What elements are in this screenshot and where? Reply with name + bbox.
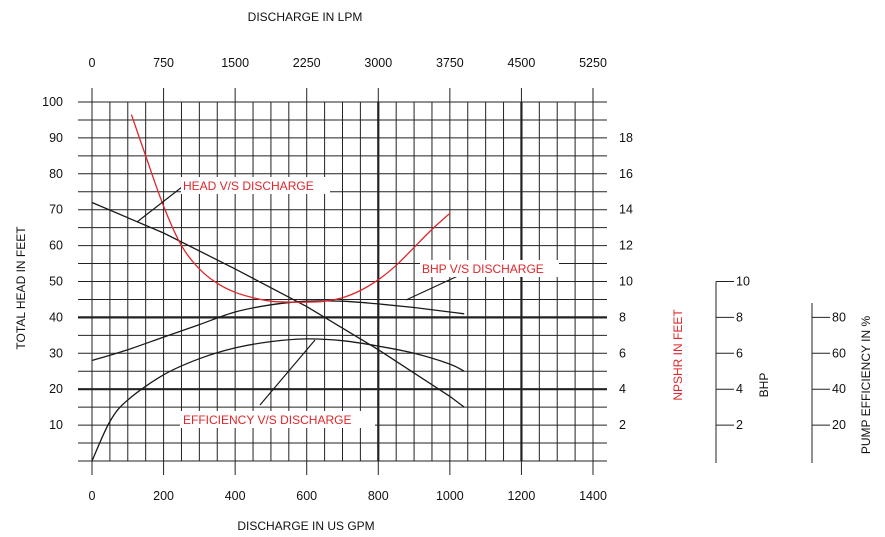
y3-axis-title: BHP: [757, 373, 771, 398]
efficiency-curve-label: EFFICIENCY V/S DISCHARGE: [183, 413, 351, 427]
x-tick-label: 600: [296, 489, 317, 503]
y2-tick-label: 14: [619, 203, 633, 217]
npshr-curve: [130, 114, 451, 303]
bhp-tick-label: 2: [736, 418, 743, 432]
x2-tick-label: 3000: [364, 56, 392, 70]
x2-axis-title: DISCHARGE IN LPM: [248, 10, 363, 24]
y-tick-label: 50: [49, 275, 63, 289]
efficiency-label-bg: [180, 411, 375, 428]
y-tick-label: 20: [49, 382, 63, 396]
x-tick-label: 400: [225, 489, 246, 503]
y2-tick-label: 12: [619, 239, 633, 253]
y-tick-label: 100: [42, 95, 63, 109]
y-tick-label: 70: [49, 203, 63, 217]
y-tick-label: 30: [49, 346, 63, 360]
chart-grid: [78, 88, 607, 475]
x2-tick-label: 0: [89, 56, 96, 70]
efficiency-tick-label: 20: [832, 418, 846, 432]
y4-axis-title: PUMP EFFICIENCY IN %: [859, 316, 873, 455]
y-tick-label: 90: [49, 131, 63, 145]
x2-tick-label: 5250: [579, 56, 607, 70]
bhp-tick-label: 4: [736, 382, 743, 396]
x-axis-title: DISCHARGE IN US GPM: [237, 519, 374, 533]
bhp-tick-label: 6: [736, 346, 743, 360]
head-label-bg: [181, 177, 330, 194]
y2-tick-label: 8: [619, 310, 626, 324]
y-tick-label: 40: [49, 310, 63, 324]
y-axis-title: TOTAL HEAD IN FEET: [14, 226, 28, 350]
x-tick-label: 1000: [436, 489, 464, 503]
y-tick-label: 10: [49, 418, 63, 432]
efficiency-tick-label: 40: [832, 382, 846, 396]
efficiency-curve: [91, 338, 465, 462]
chart-curves: [91, 114, 465, 462]
bhp-curve-label: BHP V/S DISCHARGE: [422, 262, 544, 276]
bhp-label-bg: [420, 260, 559, 277]
bhp-tick-label: 8: [736, 310, 743, 324]
x2-tick-label: 2250: [293, 56, 321, 70]
bhp-tick-label: 10: [736, 275, 750, 289]
head-label-pointer: [136, 186, 183, 223]
efficiency-label-pointer: [259, 339, 316, 406]
bhp-label-pointer: [405, 274, 461, 301]
x2-tick-label: 3750: [436, 56, 464, 70]
efficiency-tick-label: 60: [832, 346, 846, 360]
head-curve: [91, 201, 465, 408]
y2-axis-title: NPSHR IN FEET: [671, 309, 685, 401]
x2-tick-label: 1500: [221, 56, 249, 70]
head-curve-label: HEAD V/S DISCHARGE: [183, 179, 314, 193]
y-tick-label: 80: [49, 167, 63, 181]
y-tick-label: 60: [49, 239, 63, 253]
x-tick-label: 800: [368, 489, 389, 503]
y2-tick-label: 18: [619, 131, 633, 145]
y2-tick-label: 4: [619, 382, 626, 396]
x-tick-label: 200: [153, 489, 174, 503]
y2-tick-label: 16: [619, 167, 633, 181]
y2-tick-label: 2: [619, 418, 626, 432]
x-tick-label: 1400: [579, 489, 607, 503]
x2-tick-label: 750: [153, 56, 174, 70]
efficiency-tick-label: 80: [832, 310, 846, 324]
x-tick-label: 0: [89, 489, 96, 503]
annotation-pointers: [136, 186, 461, 406]
y2-tick-label: 10: [619, 275, 633, 289]
x-tick-label: 1200: [508, 489, 536, 503]
x2-tick-label: 4500: [508, 56, 536, 70]
y2-tick-label: 6: [619, 346, 626, 360]
